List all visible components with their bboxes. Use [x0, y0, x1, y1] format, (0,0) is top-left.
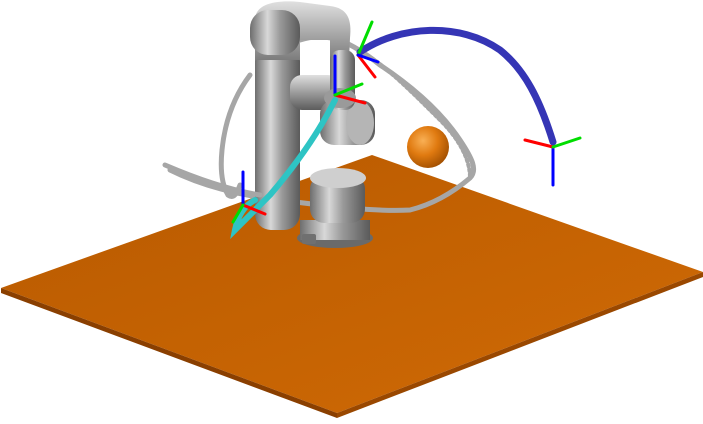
trajectory-gray-front [162, 162, 263, 199]
trajectory-blue [356, 26, 557, 146]
frame-base [231, 170, 267, 224]
robot-arm [250, 1, 375, 248]
frame-end-effector [333, 54, 367, 105]
frame-goal [523, 136, 582, 187]
floor-plane [1, 155, 703, 418]
target-ball [407, 126, 449, 168]
frame-upper [356, 20, 380, 79]
trajectory-teal [230, 97, 338, 240]
